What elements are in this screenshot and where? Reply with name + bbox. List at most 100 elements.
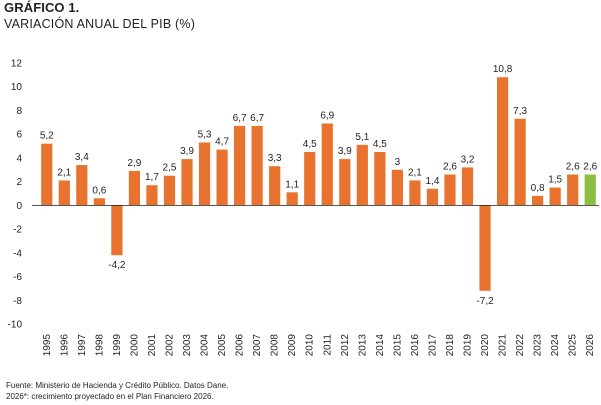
data-label: 3,9 — [180, 146, 194, 157]
bar — [146, 185, 158, 206]
bar — [584, 174, 596, 206]
bar — [444, 174, 456, 206]
x-tick-label: 2013 — [357, 334, 368, 357]
data-label: -4,2 — [108, 260, 126, 271]
bar — [567, 174, 579, 206]
data-label: 6,7 — [233, 113, 247, 124]
bar — [356, 144, 368, 206]
x-tick-label: 2004 — [200, 334, 211, 357]
x-tick-label: 2016 — [410, 334, 421, 357]
bar — [374, 151, 386, 206]
chart-title: GRÁFICO 1. — [4, 0, 80, 15]
data-label: 1,5 — [548, 175, 562, 186]
y-tick-label: -8 — [13, 296, 22, 307]
x-tick-label: 2014 — [375, 334, 386, 357]
bar — [514, 118, 526, 206]
y-tick-label: 0 — [16, 201, 22, 212]
data-label: 4,5 — [303, 139, 317, 150]
bar — [409, 180, 421, 206]
x-tick-label: 1997 — [77, 334, 88, 357]
y-tick-label: 4 — [16, 153, 22, 164]
bar — [181, 159, 193, 206]
bar — [216, 149, 228, 206]
data-label: 1,7 — [145, 172, 159, 183]
x-tick-label: 2025 — [568, 334, 579, 357]
x-tick-label: 2011 — [322, 334, 333, 356]
y-tick-label: 2 — [16, 177, 22, 188]
bar — [58, 180, 70, 206]
data-label: 1,1 — [285, 179, 299, 190]
x-tick-label: 2007 — [252, 334, 263, 357]
data-label: 6,9 — [320, 111, 334, 122]
data-label: 3,4 — [75, 152, 89, 163]
x-tick-label: 2021 — [498, 334, 509, 357]
bar — [549, 187, 561, 206]
data-label: 2,1 — [408, 167, 422, 178]
bar — [111, 205, 123, 256]
bar — [461, 167, 474, 206]
y-tick-label: -10 — [8, 320, 23, 331]
data-label: 4,5 — [373, 139, 387, 150]
x-tick-label: 2022 — [515, 334, 526, 357]
projection-note: 2026*: crecimiento proyectado en el Plan… — [6, 392, 214, 401]
x-tick-label: 1996 — [59, 334, 70, 357]
data-label: 2,9 — [127, 158, 141, 169]
data-label: 0,8 — [531, 183, 545, 194]
chart-subtitle: VARIACIÓN ANUAL DEL PIB (%) — [4, 17, 196, 31]
bar — [76, 165, 88, 206]
data-label: 6,7 — [250, 113, 264, 124]
bar — [496, 77, 509, 206]
y-tick-label: 12 — [11, 59, 23, 70]
data-label: 3,2 — [461, 154, 475, 165]
bar — [304, 151, 316, 206]
x-tick-label: 1998 — [94, 334, 105, 357]
x-tick-label: 2000 — [129, 334, 140, 357]
bar — [426, 188, 439, 206]
bar — [163, 175, 176, 206]
bar — [41, 143, 53, 206]
y-tick-label: 8 — [16, 106, 22, 117]
x-tick-label: 2026 — [585, 334, 596, 357]
y-tick-label: -6 — [13, 272, 22, 283]
data-label: 5,1 — [355, 132, 369, 143]
bar — [391, 169, 403, 206]
data-label: 10,8 — [493, 64, 513, 75]
bar — [532, 195, 544, 206]
bar — [269, 166, 281, 206]
data-label: 3 — [395, 157, 401, 168]
data-label: 1,4 — [425, 176, 439, 187]
x-tick-label: 2010 — [305, 334, 316, 357]
x-tick-label: 2018 — [445, 334, 456, 357]
data-label: 2,1 — [57, 167, 71, 178]
data-label: 0,6 — [92, 185, 106, 196]
bar — [339, 159, 351, 206]
x-tick-label: 2006 — [235, 334, 246, 357]
x-tick-label: 2001 — [147, 334, 158, 357]
x-tick-label: 2003 — [182, 334, 193, 357]
data-label: 2,5 — [163, 163, 177, 174]
x-tick-label: 1995 — [42, 334, 53, 357]
x-tick-label: 2015 — [392, 334, 403, 357]
data-label: -7,2 — [476, 296, 494, 307]
y-tick-label: 6 — [16, 130, 22, 141]
bar — [321, 123, 333, 206]
x-tick-label: 2005 — [217, 334, 228, 357]
y-tick-label: 10 — [11, 82, 23, 93]
data-label: 5,2 — [40, 131, 54, 142]
data-label: 2,6 — [443, 162, 457, 173]
data-label: 4,7 — [215, 137, 229, 148]
bar — [198, 142, 211, 206]
x-tick-label: 2008 — [270, 334, 281, 357]
x-tick-label: 2024 — [550, 334, 561, 357]
bar — [93, 198, 105, 206]
x-tick-label: 2019 — [463, 334, 474, 357]
x-tick-label: 2002 — [164, 334, 175, 357]
bar — [286, 192, 298, 206]
bar — [234, 125, 246, 206]
bar — [251, 125, 263, 206]
y-tick-label: -2 — [13, 225, 22, 236]
x-tick-label: 2017 — [427, 334, 438, 357]
data-label: 3,9 — [338, 146, 352, 157]
bar — [479, 205, 491, 291]
